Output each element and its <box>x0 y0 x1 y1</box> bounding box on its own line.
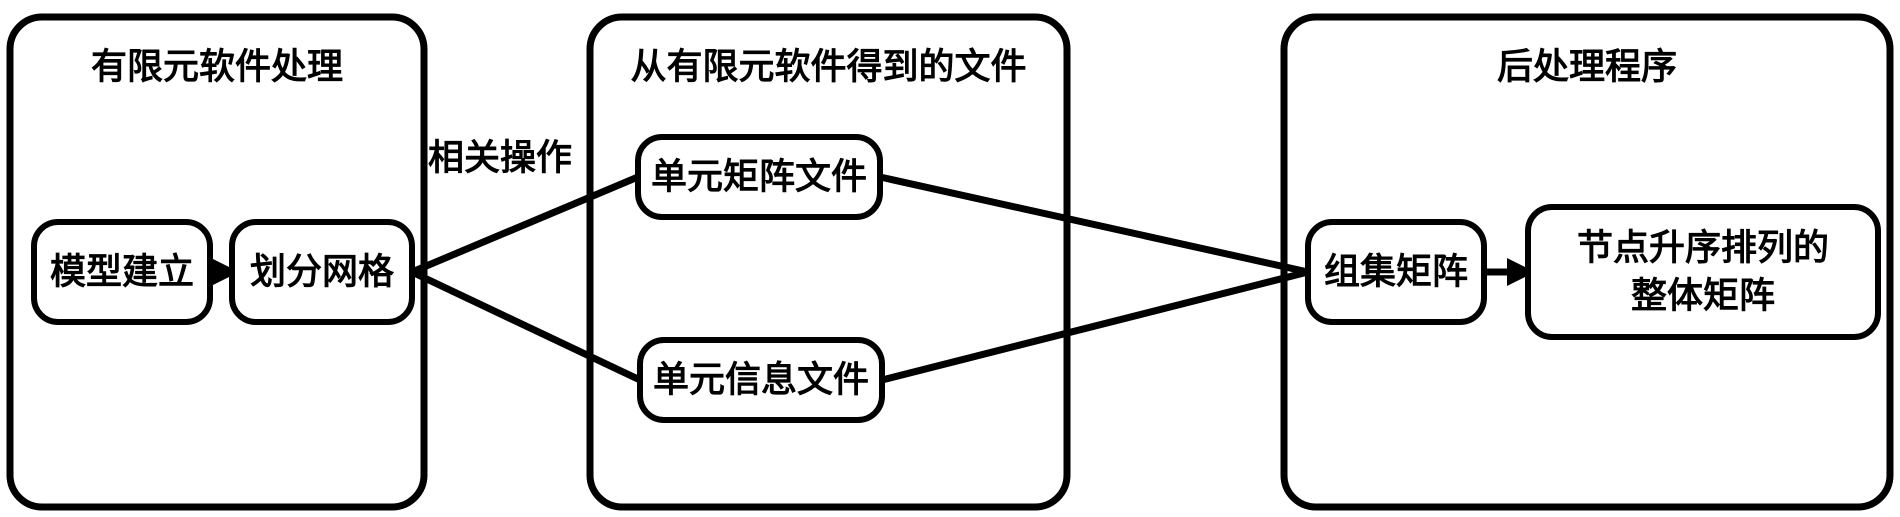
edge-n2-n3 <box>412 177 638 272</box>
node-label: 模型建立 <box>50 251 194 292</box>
section-title: 有限元软件处理 <box>91 46 343 87</box>
node-n2: 划分网格 <box>232 222 412 322</box>
node-label: 组集矩阵 <box>1324 251 1468 292</box>
flowchart-canvas: 有限元软件处理 从有限元软件得到的文件 后处理程序模型建立 划分网格 单元矩阵文件单元信… <box>0 0 1900 517</box>
node-n6: 节点升序排列的整体矩阵 <box>1528 207 1878 337</box>
section-sec2: 从有限元软件得到的文件 <box>590 17 1067 507</box>
edge-label: 相关操作 <box>428 137 572 178</box>
node-n5: 组集矩阵 <box>1308 222 1484 322</box>
node-n3: 单元矩阵文件 <box>638 137 880 217</box>
node-label: 单元矩阵文件 <box>651 156 867 197</box>
section-title: 后处理程序 <box>1497 46 1677 87</box>
node-n4: 单元信息文件 <box>640 340 882 420</box>
node-label: 单元信息文件 <box>653 359 869 400</box>
node-label: 划分网格 <box>250 251 395 292</box>
node-label: 节点升序排列的 <box>1577 227 1829 268</box>
section-title: 从有限元软件得到的文件 <box>630 46 1026 87</box>
edge-n4-n5 <box>882 272 1308 380</box>
edge-n2-n4 <box>412 272 640 380</box>
edge-n3-n5 <box>880 177 1308 272</box>
node-n1: 模型建立 <box>34 222 210 322</box>
node-label: 整体矩阵 <box>1631 275 1775 316</box>
